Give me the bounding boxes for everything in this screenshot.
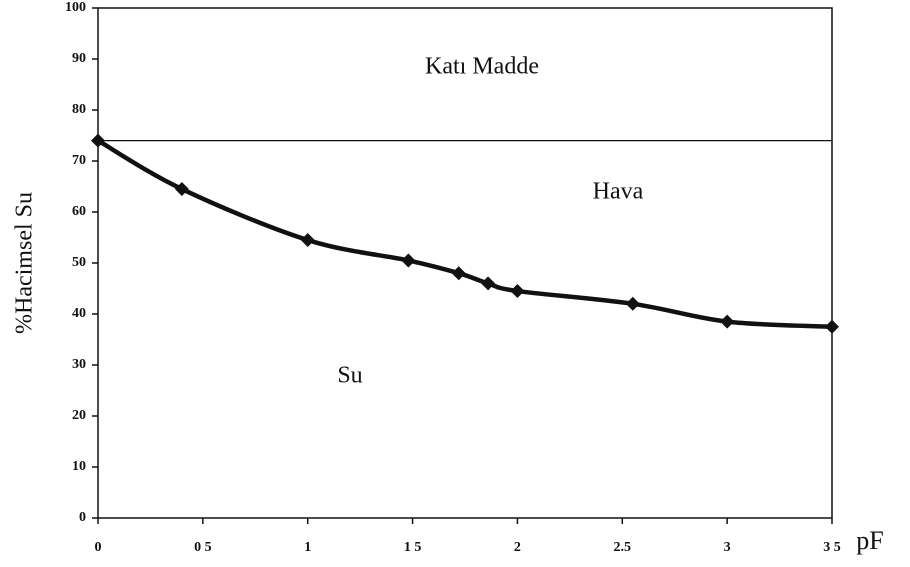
point (451, 266, 466, 281)
point (625, 296, 640, 311)
x-tick-label: 2 (514, 540, 521, 555)
point (481, 276, 496, 291)
y-tick-label: 20 (72, 408, 86, 423)
x-axis-label: pF (856, 526, 883, 555)
x-tick-label: 3 5 (823, 540, 841, 555)
y-tick-label: 100 (65, 0, 86, 15)
point (401, 253, 416, 268)
y-tick-label: 80 (72, 102, 86, 117)
plot-frame (97, 7, 833, 519)
point (300, 233, 315, 248)
y-tick-label: 0 (79, 510, 86, 525)
curve (96, 138, 833, 329)
point (174, 182, 189, 197)
y-tick-label: 10 (72, 459, 86, 474)
x-tick-label: 0 (95, 540, 102, 555)
y-tick-label: 60 (72, 204, 86, 219)
annotation: Su (337, 363, 362, 389)
x-tick-label: 2.5 (614, 540, 632, 555)
y-axis-label: %Hacimsel Su (12, 192, 38, 334)
point (510, 284, 525, 299)
x-tick-label: 1 (304, 540, 311, 555)
y-tick-label: 50 (72, 255, 86, 270)
x-tick-label: 1 5 (404, 540, 422, 555)
y-tick-label: 70 (72, 153, 86, 168)
y-tick-label: 30 (72, 357, 86, 372)
annotation: Katı Madde (425, 54, 539, 80)
annotation: Hava (593, 179, 644, 205)
x-tick-label: 3 (724, 540, 731, 555)
y-tick-label: 40 (72, 306, 86, 321)
point (720, 314, 735, 329)
point (825, 319, 839, 334)
point (91, 133, 105, 148)
x-tick-label: 0 5 (194, 540, 212, 555)
y-tick-label: 90 (72, 51, 86, 66)
